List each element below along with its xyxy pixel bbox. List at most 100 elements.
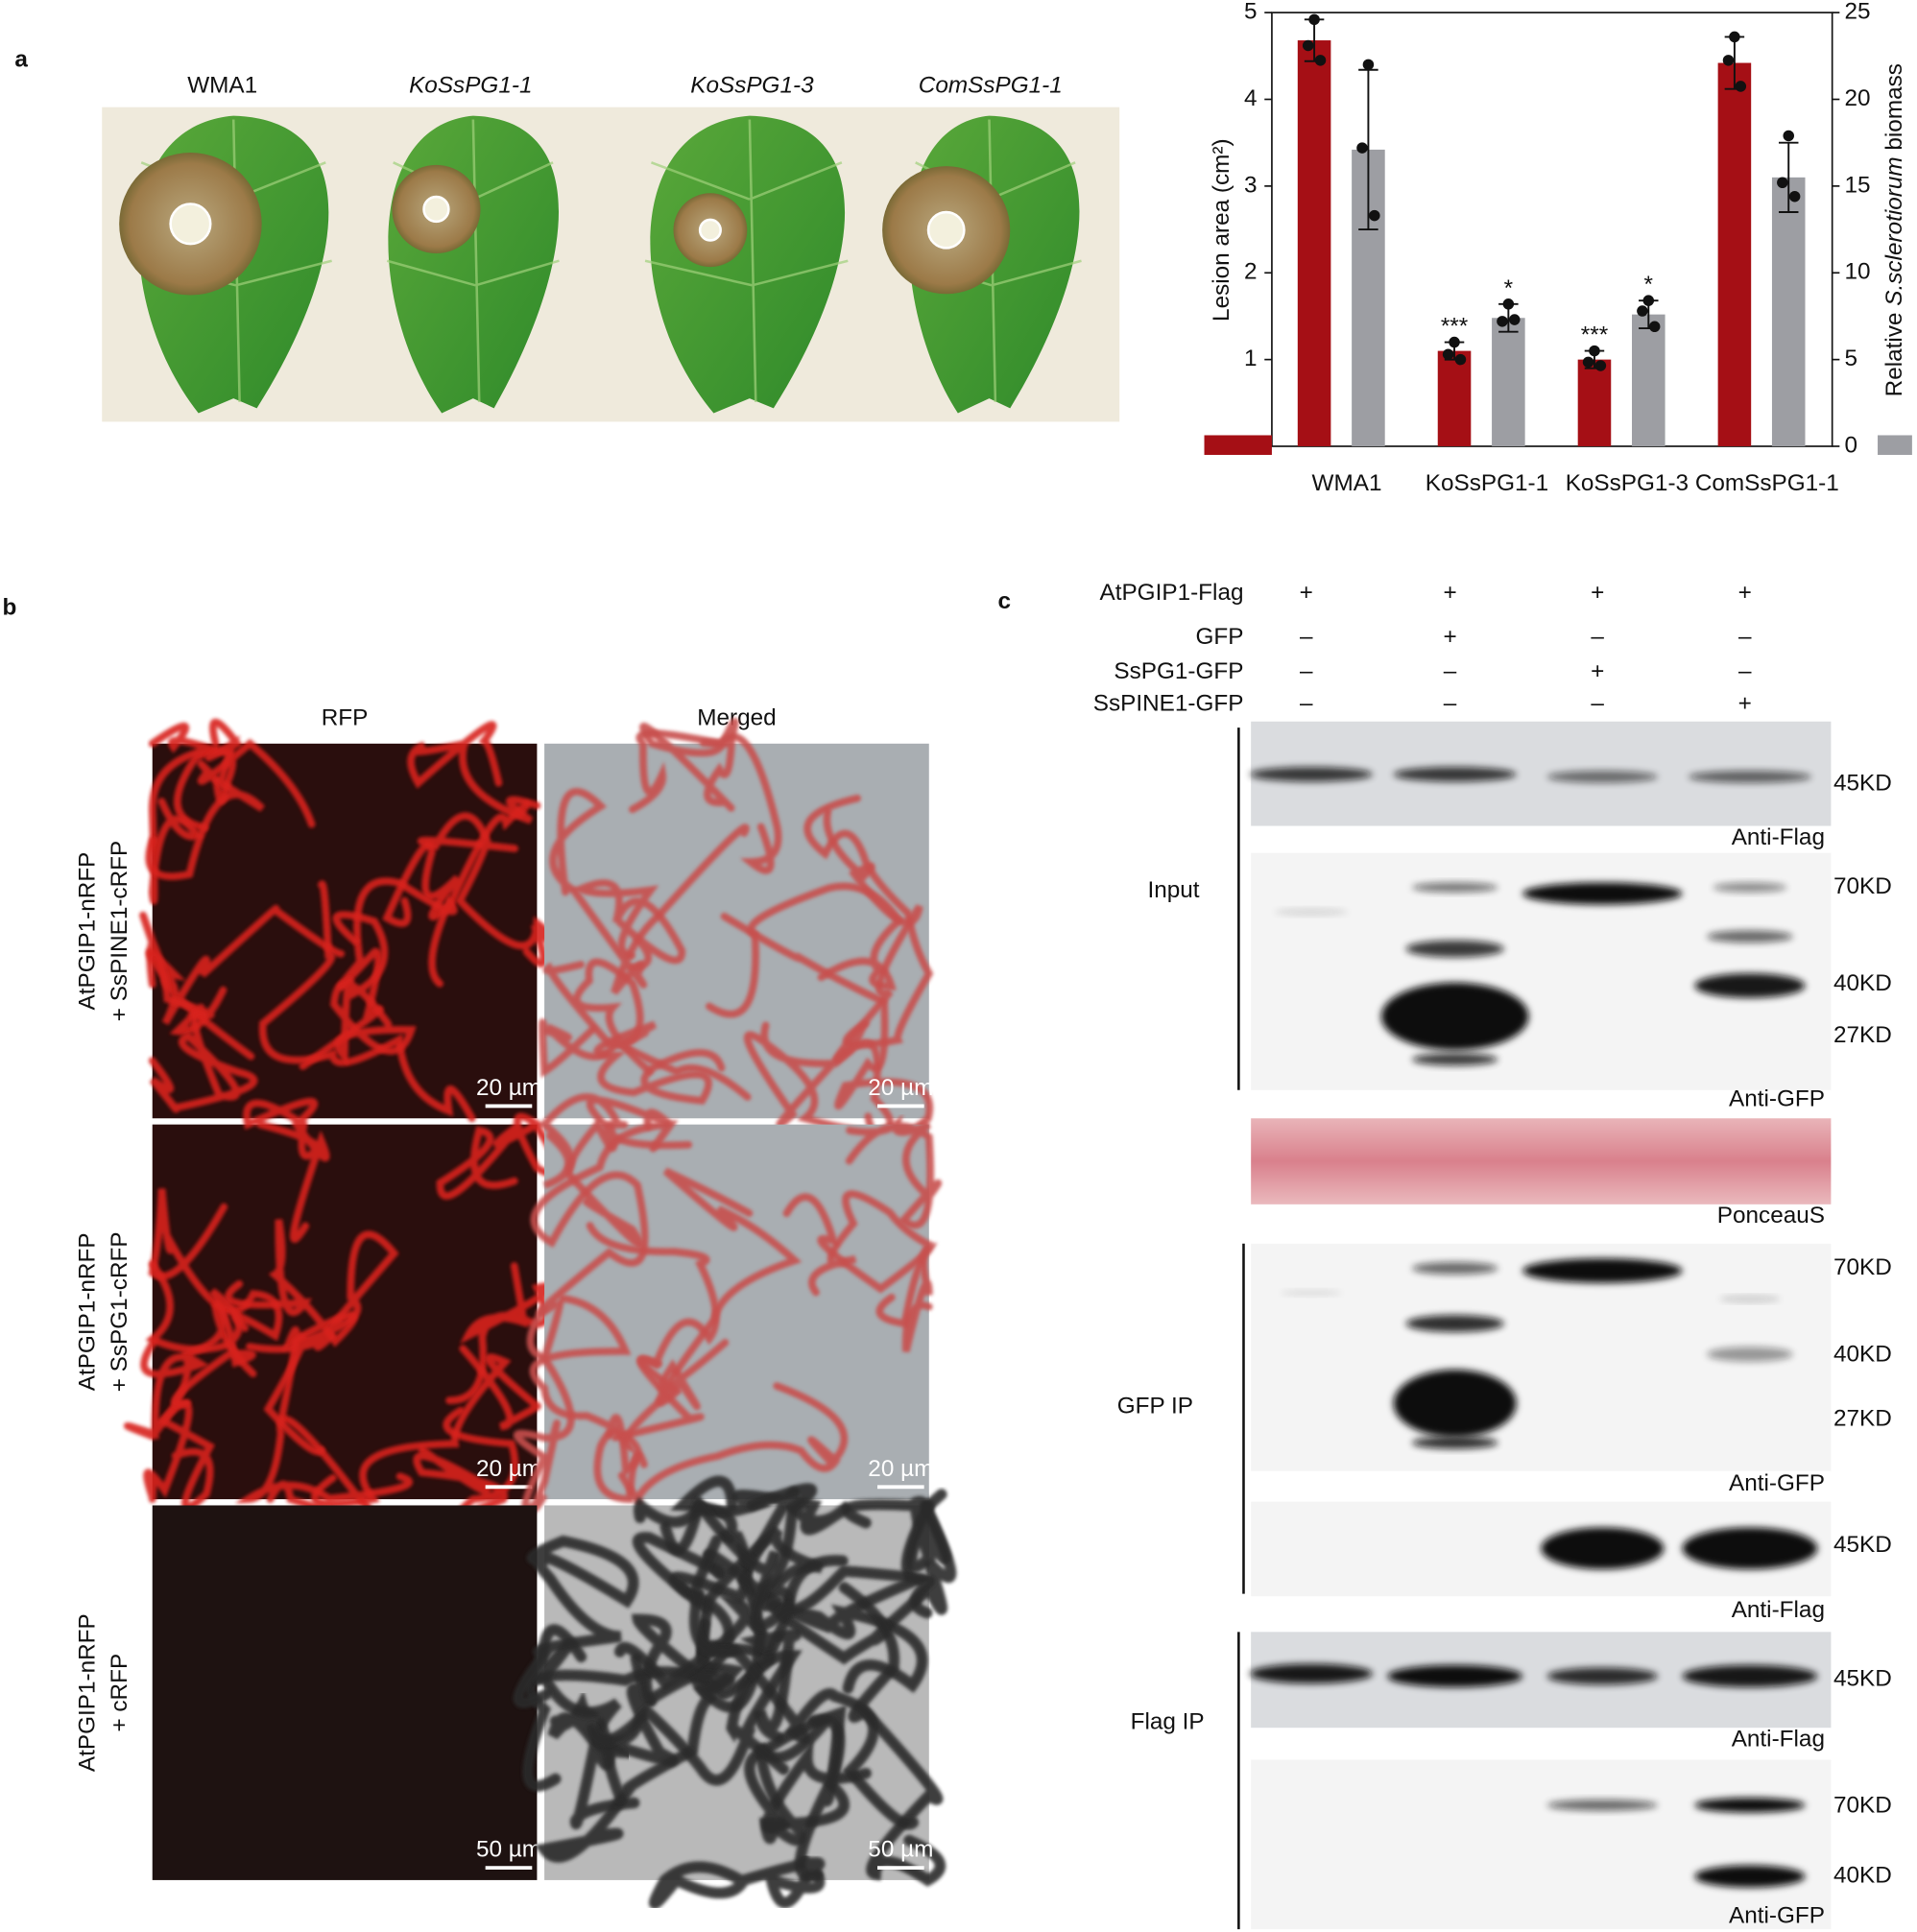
- scale-bar-label: 20 µm: [476, 1075, 541, 1101]
- cell-wall: [706, 882, 904, 1018]
- blot-band: [1546, 770, 1658, 783]
- size-marker: 27KD: [1833, 1022, 1892, 1048]
- row-label: AtPGIP1-nRFP: [75, 852, 101, 1011]
- significance-label: ***: [1441, 314, 1469, 340]
- y2-tick-label: 5: [1844, 346, 1857, 371]
- condition-label: SsPINE1-GFP: [1093, 690, 1244, 716]
- blot-strip: [1251, 1118, 1832, 1205]
- cell-wall: [225, 1219, 358, 1421]
- blot-band: [1411, 1053, 1498, 1066]
- data-point: [1582, 356, 1594, 369]
- condition-mark: +: [1300, 580, 1313, 606]
- blot-band: [1694, 1798, 1806, 1813]
- data-point: [1729, 31, 1740, 43]
- cell-wall: [688, 1535, 920, 1830]
- cell-wall: [513, 1303, 575, 1513]
- x-tick-label: KoSsPG1-1: [1426, 470, 1548, 496]
- cell-wall: [124, 1300, 257, 1441]
- condition-mark: +: [1591, 580, 1604, 606]
- cell-wall: [539, 1018, 752, 1101]
- cell-wall: [838, 1582, 946, 1887]
- condition-label: GFP: [1196, 624, 1244, 650]
- cell-wall: [808, 1190, 935, 1328]
- data-point: [1648, 321, 1661, 333]
- data-point: [1594, 360, 1607, 371]
- cell-wall: [148, 1188, 283, 1342]
- column-title: RFP: [322, 705, 369, 731]
- cell-wall: [445, 1262, 555, 1404]
- y2-label-part: Relative: [1882, 306, 1908, 397]
- cell-wall: [539, 1093, 673, 1189]
- leaf-vein: [644, 119, 849, 402]
- lesion-core: [422, 195, 450, 224]
- size-marker: 45KD: [1833, 1532, 1892, 1558]
- blot-band: [1707, 1347, 1793, 1362]
- cell-wall: [139, 912, 228, 1036]
- cell-wall: [529, 1294, 642, 1478]
- size-marker: 40KD: [1833, 1862, 1892, 1888]
- cell-wall: [382, 800, 531, 927]
- x-tick-label: WMA1: [1312, 470, 1382, 496]
- data-point: [1314, 55, 1327, 66]
- panel-label: b: [3, 594, 17, 620]
- group-label: Flag IP: [1131, 1708, 1205, 1734]
- cell-wall: [148, 1009, 258, 1113]
- y2-tick-label: 25: [1844, 0, 1870, 25]
- data-point: [1497, 316, 1508, 327]
- bar: [1492, 318, 1525, 447]
- condition-mark: +: [1443, 624, 1456, 650]
- condition-mark: –: [1738, 658, 1752, 684]
- y2-label-part: biomass: [1882, 63, 1908, 156]
- data-point: [1642, 295, 1655, 306]
- micrograph: [152, 1505, 538, 1880]
- cell-wall: [613, 1595, 803, 1744]
- cell-wall: [436, 1112, 562, 1200]
- bar: [1771, 177, 1806, 447]
- blot-band: [1713, 882, 1787, 893]
- cell-wall: [145, 1260, 256, 1408]
- size-marker: 70KD: [1833, 1254, 1892, 1280]
- antibody-label: PonceauS: [1717, 1203, 1825, 1228]
- blot-band: [1380, 982, 1529, 1051]
- plot-frame: [1271, 12, 1833, 447]
- condition-mark: +: [1591, 658, 1604, 684]
- row-label: + SsPINE1-cRFP: [107, 841, 132, 1021]
- leaf-label-italic: KoSsPG1-3: [690, 72, 814, 98]
- size-marker: 40KD: [1833, 1342, 1892, 1368]
- significance-label: ***: [1581, 322, 1609, 348]
- cell-wall: [530, 1120, 679, 1317]
- blot-band: [1718, 1296, 1781, 1302]
- data-point: [1508, 314, 1521, 325]
- size-marker: 27KD: [1833, 1405, 1892, 1431]
- y-tick-label: 1: [1244, 346, 1258, 371]
- blot-band: [1688, 770, 1811, 783]
- blot-strip: [1251, 1759, 1832, 1930]
- condition-mark: –: [1444, 690, 1457, 716]
- antibody-label: Anti-Flag: [1732, 824, 1825, 850]
- data-point: [1308, 13, 1320, 26]
- data-point: [1442, 348, 1454, 360]
- condition-mark: –: [1591, 624, 1604, 650]
- cell-wall: [246, 1230, 399, 1456]
- x-tick-label: KoSsPG1-3: [1566, 470, 1689, 496]
- condition-mark: –: [1300, 690, 1313, 716]
- blot-band: [1249, 1663, 1373, 1684]
- condition-mark: –: [1591, 690, 1604, 716]
- bar: [1717, 62, 1752, 447]
- data-point: [1735, 81, 1747, 92]
- significance-label: *: [1644, 272, 1654, 298]
- data-point: [1783, 130, 1794, 142]
- scale-bar-label: 50 µm: [868, 1837, 933, 1863]
- cell-wall: [243, 1097, 330, 1243]
- blot-band: [1694, 973, 1806, 998]
- blot-band: [1694, 1865, 1806, 1888]
- leaf-label-italic: ComSsPG1-1: [919, 72, 1063, 98]
- condition-mark: +: [1738, 580, 1752, 606]
- data-point: [1356, 142, 1368, 154]
- blot-band: [1546, 1800, 1658, 1811]
- row-label: + cRFP: [107, 1654, 132, 1732]
- blot-band: [1280, 1290, 1342, 1296]
- legend-swatch: [1878, 435, 1912, 455]
- condition-label: AtPGIP1-Flag: [1100, 580, 1244, 606]
